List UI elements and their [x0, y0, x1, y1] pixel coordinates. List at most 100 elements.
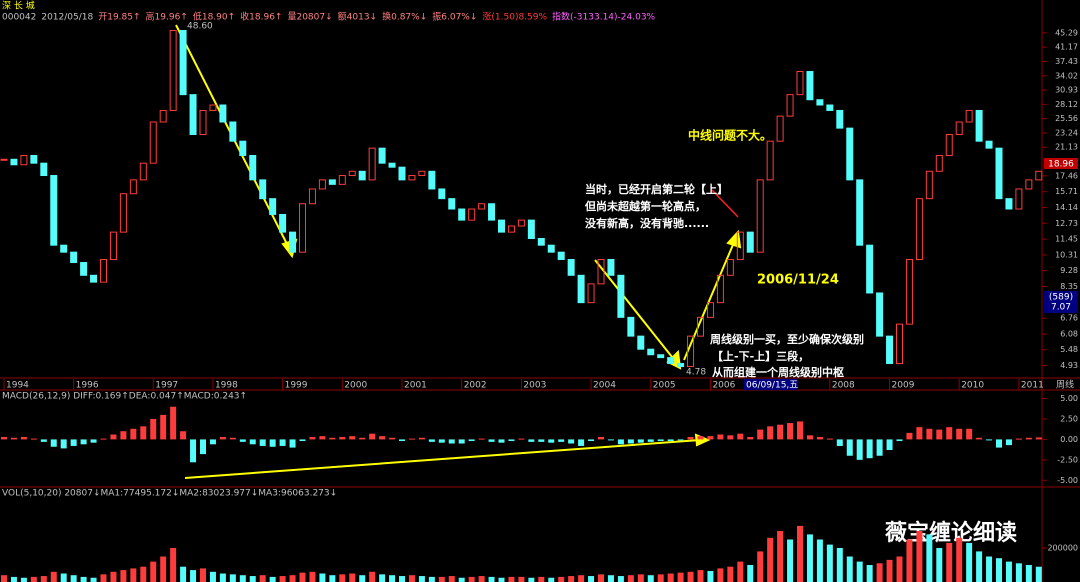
bar — [1005, 439, 1012, 446]
bar — [319, 573, 326, 582]
price-tag-box — [1044, 158, 1078, 169]
bar — [488, 439, 495, 442]
bar — [538, 576, 545, 582]
candle — [1035, 170, 1043, 181]
bar — [1035, 437, 1042, 440]
candle — [816, 99, 824, 106]
bar — [757, 429, 764, 440]
bar — [408, 575, 415, 582]
bar — [40, 576, 47, 582]
candle — [846, 127, 854, 181]
x-tick-label: 2005 — [653, 381, 676, 391]
bar — [50, 439, 57, 447]
y-tick-label: 14.14 — [1055, 203, 1078, 212]
stock-name: 深 长 城 — [2, 0, 35, 12]
bar — [667, 573, 674, 582]
bar — [1015, 563, 1022, 582]
candle — [10, 158, 18, 166]
bar — [896, 556, 903, 582]
bar — [349, 573, 356, 582]
bar — [488, 576, 495, 582]
candle — [488, 203, 496, 221]
header-item: 开19.85↑ — [98, 12, 140, 23]
bar — [249, 576, 256, 582]
y-tick-label: 5.00 — [1060, 394, 1078, 403]
bar — [259, 575, 266, 582]
header-item: 收18.96↑ — [240, 11, 282, 23]
bar — [309, 571, 316, 582]
bar — [498, 577, 505, 582]
bar — [966, 428, 973, 440]
bar — [647, 575, 654, 582]
annotation: 【上-下-上】三段， — [712, 349, 809, 363]
bar — [200, 439, 206, 455]
bar — [767, 537, 774, 582]
bar — [209, 439, 216, 445]
candle — [289, 231, 297, 253]
bar — [627, 575, 634, 582]
bar — [558, 439, 565, 442]
bar — [120, 570, 127, 582]
bar — [120, 431, 127, 440]
bar — [399, 439, 405, 442]
bar — [757, 551, 764, 582]
x-tick-label: 1999 — [285, 381, 308, 391]
y-tick-label: 45.29 — [1055, 28, 1078, 37]
cursor-date: 06/09/15,五 — [746, 381, 798, 391]
candle — [607, 258, 615, 276]
bar — [498, 439, 505, 443]
bar — [468, 576, 475, 582]
candle — [149, 121, 157, 164]
bar — [160, 556, 167, 582]
bar — [10, 576, 17, 582]
bar — [30, 438, 37, 440]
candle — [736, 231, 744, 260]
y-tick-label: -5.00 — [1057, 476, 1078, 485]
bar — [279, 576, 286, 582]
candle — [507, 225, 515, 233]
bar — [777, 531, 784, 582]
bar — [707, 436, 714, 440]
candle — [90, 274, 98, 283]
bar — [259, 439, 266, 446]
header-item: 涨(1.50)8.59% — [482, 12, 547, 23]
header: 000042 2012/05/18 开19.85↑ 高19.96↑ 低18.90↑ 收18… — [2, 11, 656, 23]
bar — [60, 439, 67, 449]
bar — [598, 436, 604, 440]
bar — [389, 437, 396, 440]
candle — [229, 121, 237, 142]
candle — [657, 354, 665, 359]
bar — [607, 575, 614, 582]
candle — [935, 154, 943, 172]
bar — [797, 421, 803, 440]
axis-title: 周线 — [1056, 379, 1074, 391]
candle — [697, 316, 704, 337]
candle — [517, 219, 525, 227]
bar — [518, 438, 525, 440]
candle — [557, 251, 565, 260]
candle — [687, 335, 695, 368]
price-tag: (589) — [1049, 293, 1073, 303]
candle — [527, 219, 535, 240]
candle — [30, 154, 38, 164]
bar — [707, 570, 714, 582]
candle — [617, 274, 625, 318]
bar — [538, 439, 545, 442]
candle — [458, 208, 466, 221]
bar — [568, 576, 575, 582]
bar — [886, 559, 893, 582]
bar — [478, 438, 485, 440]
candle — [637, 335, 645, 350]
candle — [577, 274, 585, 304]
bar — [598, 574, 604, 582]
y-tick-label: 5.48 — [1060, 345, 1078, 354]
bar — [1, 575, 7, 582]
candle — [587, 283, 595, 304]
bar — [369, 571, 376, 582]
bar — [289, 575, 296, 582]
candle — [706, 302, 714, 318]
candle — [945, 134, 953, 156]
candle — [985, 140, 993, 149]
bar — [468, 439, 475, 442]
bar — [727, 435, 734, 440]
